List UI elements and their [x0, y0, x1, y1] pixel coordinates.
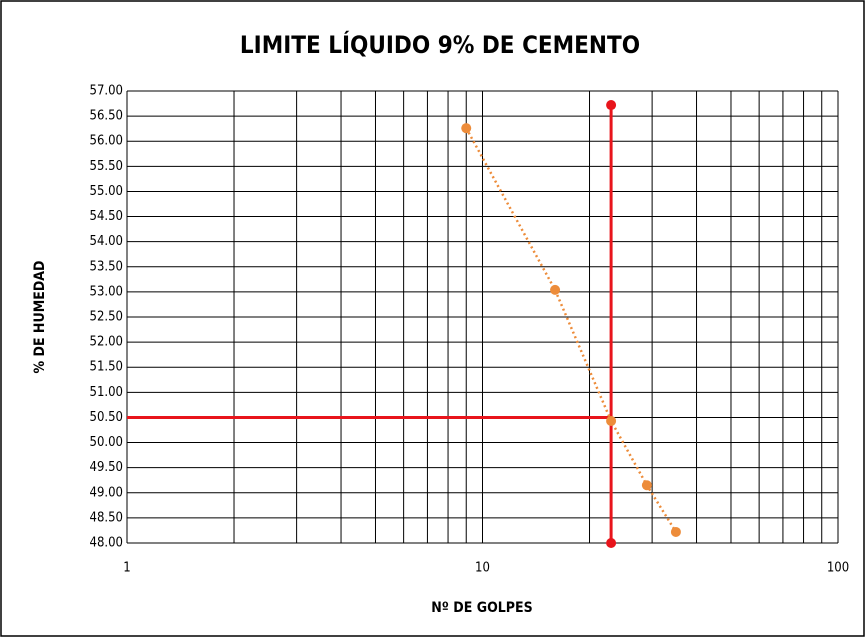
y-tick-label: 56.50 — [90, 109, 123, 124]
y-tick-label: 54.50 — [90, 209, 123, 224]
x-tick-label: 100 — [827, 561, 849, 576]
x-tick-label: 10 — [475, 561, 490, 576]
y-tick-label: 55.50 — [90, 159, 123, 174]
y-tick-label: 54.00 — [90, 234, 123, 249]
y-tick-label: 51.00 — [90, 385, 123, 400]
y-tick-label: 48.50 — [90, 510, 123, 525]
y-tick-label: 55.00 — [90, 184, 123, 199]
y-tick-label: 51.50 — [90, 360, 123, 375]
y-tick-label: 49.00 — [90, 485, 123, 500]
x-tick-label: 1 — [123, 561, 130, 576]
y-tick-label: 56.00 — [90, 134, 123, 149]
y-tick-label: 52.50 — [90, 310, 123, 325]
chart-title: LIMITE LÍQUIDO 9% DE CEMENTO — [240, 30, 640, 59]
y-tick-label: 50.50 — [90, 410, 123, 425]
y-tick-label: 49.50 — [90, 460, 123, 475]
y-axis-label: % DE HUMEDAD — [32, 260, 48, 373]
reference-end — [606, 100, 617, 111]
y-tick-label: 57.00 — [90, 84, 123, 99]
data-point — [550, 284, 561, 295]
y-tick-label: 53.50 — [90, 259, 123, 274]
data-point — [670, 526, 681, 537]
y-tick-label: 50.00 — [90, 435, 123, 450]
reference-end — [606, 538, 617, 548]
data-point — [606, 415, 617, 426]
x-axis-label: Nº DE GOLPES — [431, 600, 532, 616]
data-point — [641, 480, 652, 491]
y-tick-label: 48.00 — [90, 536, 123, 551]
y-tick-label: 52.00 — [90, 335, 123, 350]
y-tick-label: 53.00 — [90, 284, 123, 299]
data-point — [461, 123, 472, 134]
